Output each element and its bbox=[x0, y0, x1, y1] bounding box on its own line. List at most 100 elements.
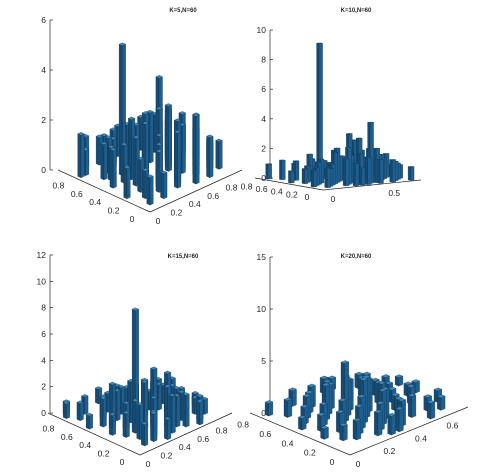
z-tick-label: 0 bbox=[41, 165, 46, 175]
bar-top-face bbox=[426, 400, 436, 404]
bar-top-face bbox=[320, 425, 329, 430]
bar bbox=[426, 400, 436, 420]
bar-front-face bbox=[411, 394, 417, 418]
bar-top-face bbox=[127, 116, 136, 121]
bar-top-face bbox=[310, 169, 318, 171]
x-tick-label: 0.6 bbox=[197, 434, 209, 444]
z-tick-label: 6 bbox=[261, 84, 266, 94]
bar-top-face bbox=[373, 409, 383, 414]
bar-side-face bbox=[426, 401, 431, 420]
bar bbox=[394, 374, 404, 387]
bar bbox=[146, 174, 154, 206]
bar bbox=[301, 168, 309, 184]
bar-side-face bbox=[387, 414, 392, 436]
bar-front-face bbox=[415, 380, 420, 394]
bar-side-face bbox=[191, 396, 196, 415]
bar-top-face bbox=[300, 404, 309, 409]
x-tick-label: 0.8 bbox=[226, 182, 238, 192]
bar-side-face bbox=[62, 402, 67, 419]
z-tick-label: 4 bbox=[261, 114, 266, 124]
bar-top-face bbox=[301, 168, 309, 170]
y-tick-label: 0.2 bbox=[98, 449, 110, 459]
bar-front-face bbox=[361, 167, 366, 186]
bar-top-face bbox=[178, 111, 186, 115]
bar bbox=[140, 421, 149, 447]
z-tick-label: 5 bbox=[261, 356, 266, 366]
bar-front-face bbox=[195, 114, 200, 185]
bar-front-face bbox=[430, 401, 436, 420]
z-tick-label: 10 bbox=[37, 276, 47, 286]
bar-top-face bbox=[354, 404, 364, 408]
bar-side-face bbox=[122, 412, 127, 438]
z-tick-label: 0 bbox=[41, 408, 46, 418]
bar-side-face bbox=[155, 150, 160, 193]
bar-side-face bbox=[394, 376, 399, 387]
x-tick-label: 0.5 bbox=[388, 188, 400, 198]
bar bbox=[173, 130, 182, 189]
bar-top-face bbox=[343, 158, 350, 160]
bar bbox=[108, 412, 117, 436]
x-tick-label: 0.6 bbox=[446, 421, 458, 431]
y-tick-label: 0 bbox=[330, 457, 335, 467]
bar-side-face bbox=[358, 167, 362, 186]
y-tick-label: 0.2 bbox=[286, 189, 298, 199]
bar-top-face bbox=[85, 412, 94, 417]
bar-top-face bbox=[377, 381, 387, 385]
bar-side-face bbox=[374, 382, 379, 404]
y-tick-label: 0.8 bbox=[237, 420, 249, 430]
bar-top-face bbox=[122, 410, 130, 415]
bar-top-face bbox=[316, 42, 323, 44]
bar-side-face bbox=[141, 423, 145, 447]
bar-top-face bbox=[391, 392, 400, 397]
bar bbox=[264, 400, 274, 417]
bar-side-face bbox=[389, 159, 393, 183]
x-tick-label: 0 bbox=[156, 216, 161, 226]
bar-top-face bbox=[395, 406, 404, 411]
bar-top-face bbox=[150, 395, 158, 400]
bar-top-face bbox=[304, 390, 314, 394]
bar bbox=[298, 415, 307, 431]
bar-front-face bbox=[292, 388, 297, 407]
bar-top-face bbox=[317, 412, 326, 417]
bar-top-face bbox=[150, 366, 158, 370]
bar-side-face bbox=[391, 394, 396, 411]
bar-front-face bbox=[103, 397, 107, 428]
panel-1: K=5,N=60 0 2 4 6 0 0.2 0.4 0.6 0.8 0 0.2 0.4 0.6 0.8 bbox=[41, 8, 243, 226]
bar-top-face bbox=[104, 135, 113, 139]
x-axis-line bbox=[349, 406, 469, 456]
bar-top-face bbox=[164, 103, 173, 107]
bar bbox=[150, 410, 158, 443]
z-tick-label: 4 bbox=[41, 355, 46, 365]
bar-front-face bbox=[89, 414, 93, 430]
bar-side-face bbox=[336, 411, 341, 434]
x-tick-label: 0.4 bbox=[179, 442, 191, 452]
bar-front-face bbox=[281, 160, 286, 180]
bar-side-face bbox=[196, 400, 200, 426]
bar-side-face bbox=[99, 397, 104, 428]
bar bbox=[62, 401, 71, 419]
z-tick-label: 2 bbox=[41, 382, 46, 392]
bar-top-face bbox=[387, 412, 396, 417]
bar bbox=[100, 141, 108, 181]
z-tick-label: 4 bbox=[41, 65, 46, 75]
bar-top-face bbox=[334, 147, 341, 149]
bar-front-face bbox=[80, 133, 85, 179]
bar-top-face bbox=[394, 374, 404, 378]
bar-top-face bbox=[137, 156, 145, 161]
bar-top-face bbox=[265, 163, 272, 165]
bar-top-face bbox=[423, 394, 433, 398]
bar-top-face bbox=[215, 138, 223, 143]
bar-top-face bbox=[107, 145, 116, 149]
y-tick-label: 0.6 bbox=[259, 429, 271, 439]
bar-side-face bbox=[174, 131, 178, 189]
bar-front-face bbox=[80, 401, 84, 422]
bar-top-face bbox=[288, 387, 297, 392]
bar-front-face bbox=[301, 416, 307, 431]
x-tick-label: 0 bbox=[146, 459, 151, 469]
bar-side-face bbox=[339, 424, 344, 442]
bar-front-face bbox=[204, 398, 208, 415]
bar-side-face bbox=[288, 170, 291, 184]
bar-side-face bbox=[76, 401, 81, 422]
bar bbox=[182, 392, 190, 428]
x-tick-label: 0.2 bbox=[384, 446, 396, 456]
